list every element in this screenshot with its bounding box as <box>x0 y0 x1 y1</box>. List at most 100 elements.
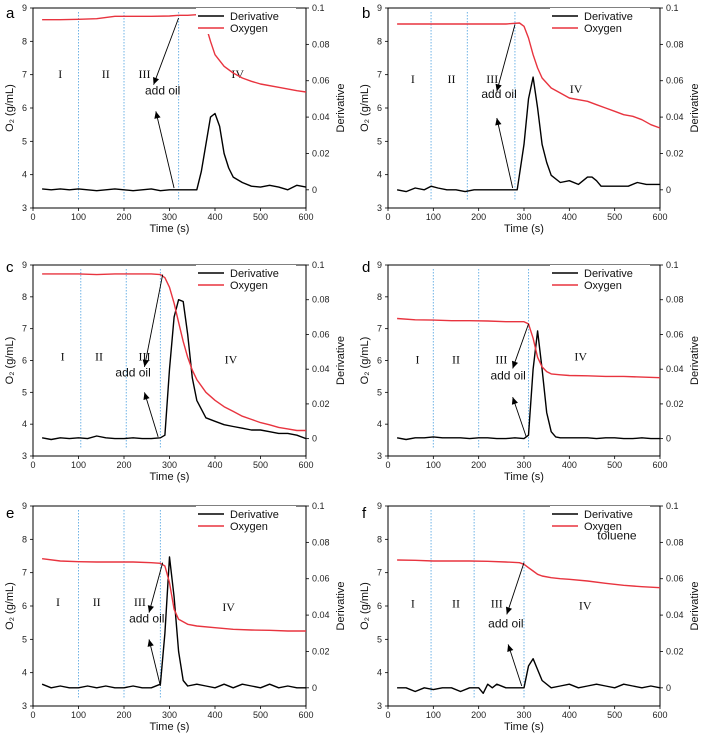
region-label: I <box>56 595 60 609</box>
series-line-derivative <box>41 299 307 441</box>
y-tick-label: 5 <box>377 136 382 146</box>
region-label: I <box>415 353 419 367</box>
legend-bg <box>550 265 650 291</box>
region-label: IV <box>579 598 592 612</box>
y2-tick-label: 0 <box>312 185 317 195</box>
oil-arrow-down <box>153 17 180 85</box>
plot-frame <box>32 7 307 209</box>
y-tick-label: 9 <box>22 501 27 511</box>
y-tick-label: 4 <box>377 668 382 678</box>
region-label: IV <box>574 350 587 364</box>
x-tick-label: 0 <box>30 212 35 222</box>
region-label: II <box>447 72 455 86</box>
y-tick-label: 7 <box>377 324 382 334</box>
y-tick-label: 9 <box>377 501 382 511</box>
oil-arrow-down <box>496 24 516 92</box>
region-label: I <box>411 597 415 611</box>
y2-tick-label: 0.08 <box>666 295 684 305</box>
oil-arrow-up-head <box>154 111 161 119</box>
y-tick-label: 3 <box>377 451 382 461</box>
y2-tick-label: 0.08 <box>666 39 684 49</box>
x-tick-label: 100 <box>426 710 441 720</box>
x-tick-label: 500 <box>607 212 622 222</box>
region-label: II <box>452 597 460 611</box>
y-tick-label: 8 <box>22 534 27 544</box>
x-tick-label: 0 <box>385 212 390 222</box>
oil-arrow-down <box>144 274 164 367</box>
legend-label: Oxygen <box>584 521 622 533</box>
y-tick-label: 6 <box>22 601 27 611</box>
series-line-derivative <box>41 556 306 689</box>
oil-arrow-up-head <box>495 118 502 126</box>
panel-letter: b <box>362 5 370 22</box>
legend-label: Oxygen <box>584 280 622 292</box>
y-tick-label: 4 <box>377 170 382 180</box>
y2-tick-label: 0.08 <box>312 39 330 49</box>
oil-arrow-up <box>496 117 514 189</box>
add-oil-label: add oil <box>488 617 523 631</box>
y2-tick-label: 0.04 <box>312 610 330 620</box>
x-axis-title: Time (s) <box>150 721 190 733</box>
y-tick-label: 9 <box>22 3 27 13</box>
legend-bg <box>550 8 650 34</box>
x-tick-label: 400 <box>207 212 222 222</box>
legend-label: Oxygen <box>230 521 268 533</box>
add-oil-label: add oil <box>145 84 180 98</box>
y-tick-label: 9 <box>377 260 382 270</box>
y2-tick-label: 0 <box>312 434 317 444</box>
series-line-derivative <box>397 658 661 694</box>
legend-label: Derivative <box>584 509 633 521</box>
y-axis-title: O₂ (g/mL) <box>4 337 16 385</box>
region-label: III <box>138 67 150 81</box>
y-tick-label: 5 <box>22 387 27 397</box>
y2-tick-label: 0.1 <box>312 3 325 13</box>
panel-letter: d <box>362 259 370 276</box>
x-tick-label: 500 <box>253 460 268 470</box>
region-label: I <box>58 67 62 81</box>
legend-label: Derivative <box>584 268 633 280</box>
y-tick-label: 3 <box>22 701 27 711</box>
oil-arrow-up-head <box>147 639 154 647</box>
y-tick-label: 9 <box>377 3 382 13</box>
y-tick-label: 4 <box>22 170 27 180</box>
x-axis-title: Time (s) <box>504 471 544 483</box>
x-tick-label: 200 <box>116 460 131 470</box>
x-tick-label: 200 <box>471 460 486 470</box>
oil-arrow-up <box>148 639 161 687</box>
y-tick-label: 8 <box>22 292 27 302</box>
x-tick-label: 300 <box>516 212 531 222</box>
y-tick-label: 7 <box>377 70 382 80</box>
y-axis-title: O₂ (g/mL) <box>359 337 371 385</box>
y2-tick-label: 0.04 <box>312 364 330 374</box>
y2-tick-label: 0.02 <box>312 148 330 158</box>
x-tick-label: 400 <box>207 710 222 720</box>
y-axis-title: O₂ (g/mL) <box>359 84 371 132</box>
legend-label: Derivative <box>230 509 279 521</box>
panel-b: 0 100 200 300 400 500 600 3 4 5 6 7 8 9 0 0.02 0.04 0.06 0… <box>359 3 701 235</box>
region-label: II <box>95 350 103 364</box>
add-oil-label: add oil <box>115 365 150 379</box>
x-axis-title: Time (s) <box>504 721 544 733</box>
x-axis-title: Time (s) <box>150 471 190 483</box>
y2-axis-title: Derivative <box>689 582 701 631</box>
y-tick-label: 6 <box>22 356 27 366</box>
x-tick-label: 500 <box>253 212 268 222</box>
x-tick-label: 300 <box>162 212 177 222</box>
oil-arrow-up <box>512 396 527 438</box>
y-tick-label: 8 <box>22 36 27 46</box>
y-tick-label: 5 <box>377 634 382 644</box>
y2-tick-label: 0.02 <box>666 148 684 158</box>
y2-tick-label: 0 <box>666 434 671 444</box>
y2-tick-label: 0.1 <box>666 501 679 511</box>
x-tick-label: 100 <box>71 460 86 470</box>
x-tick-label: 0 <box>385 710 390 720</box>
y-tick-label: 8 <box>377 292 382 302</box>
plot-frame <box>387 264 661 457</box>
x-tick-label: 400 <box>562 212 577 222</box>
y2-tick-label: 0.06 <box>312 329 330 339</box>
y2-tick-label: 0.06 <box>666 329 684 339</box>
panel-d: 0 100 200 300 400 500 600 3 4 5 6 7 8 9 0 0.02 0.04 0.06 0… <box>359 259 701 483</box>
oil-arrow-up <box>507 644 523 687</box>
y2-tick-label: 0.04 <box>666 610 684 620</box>
